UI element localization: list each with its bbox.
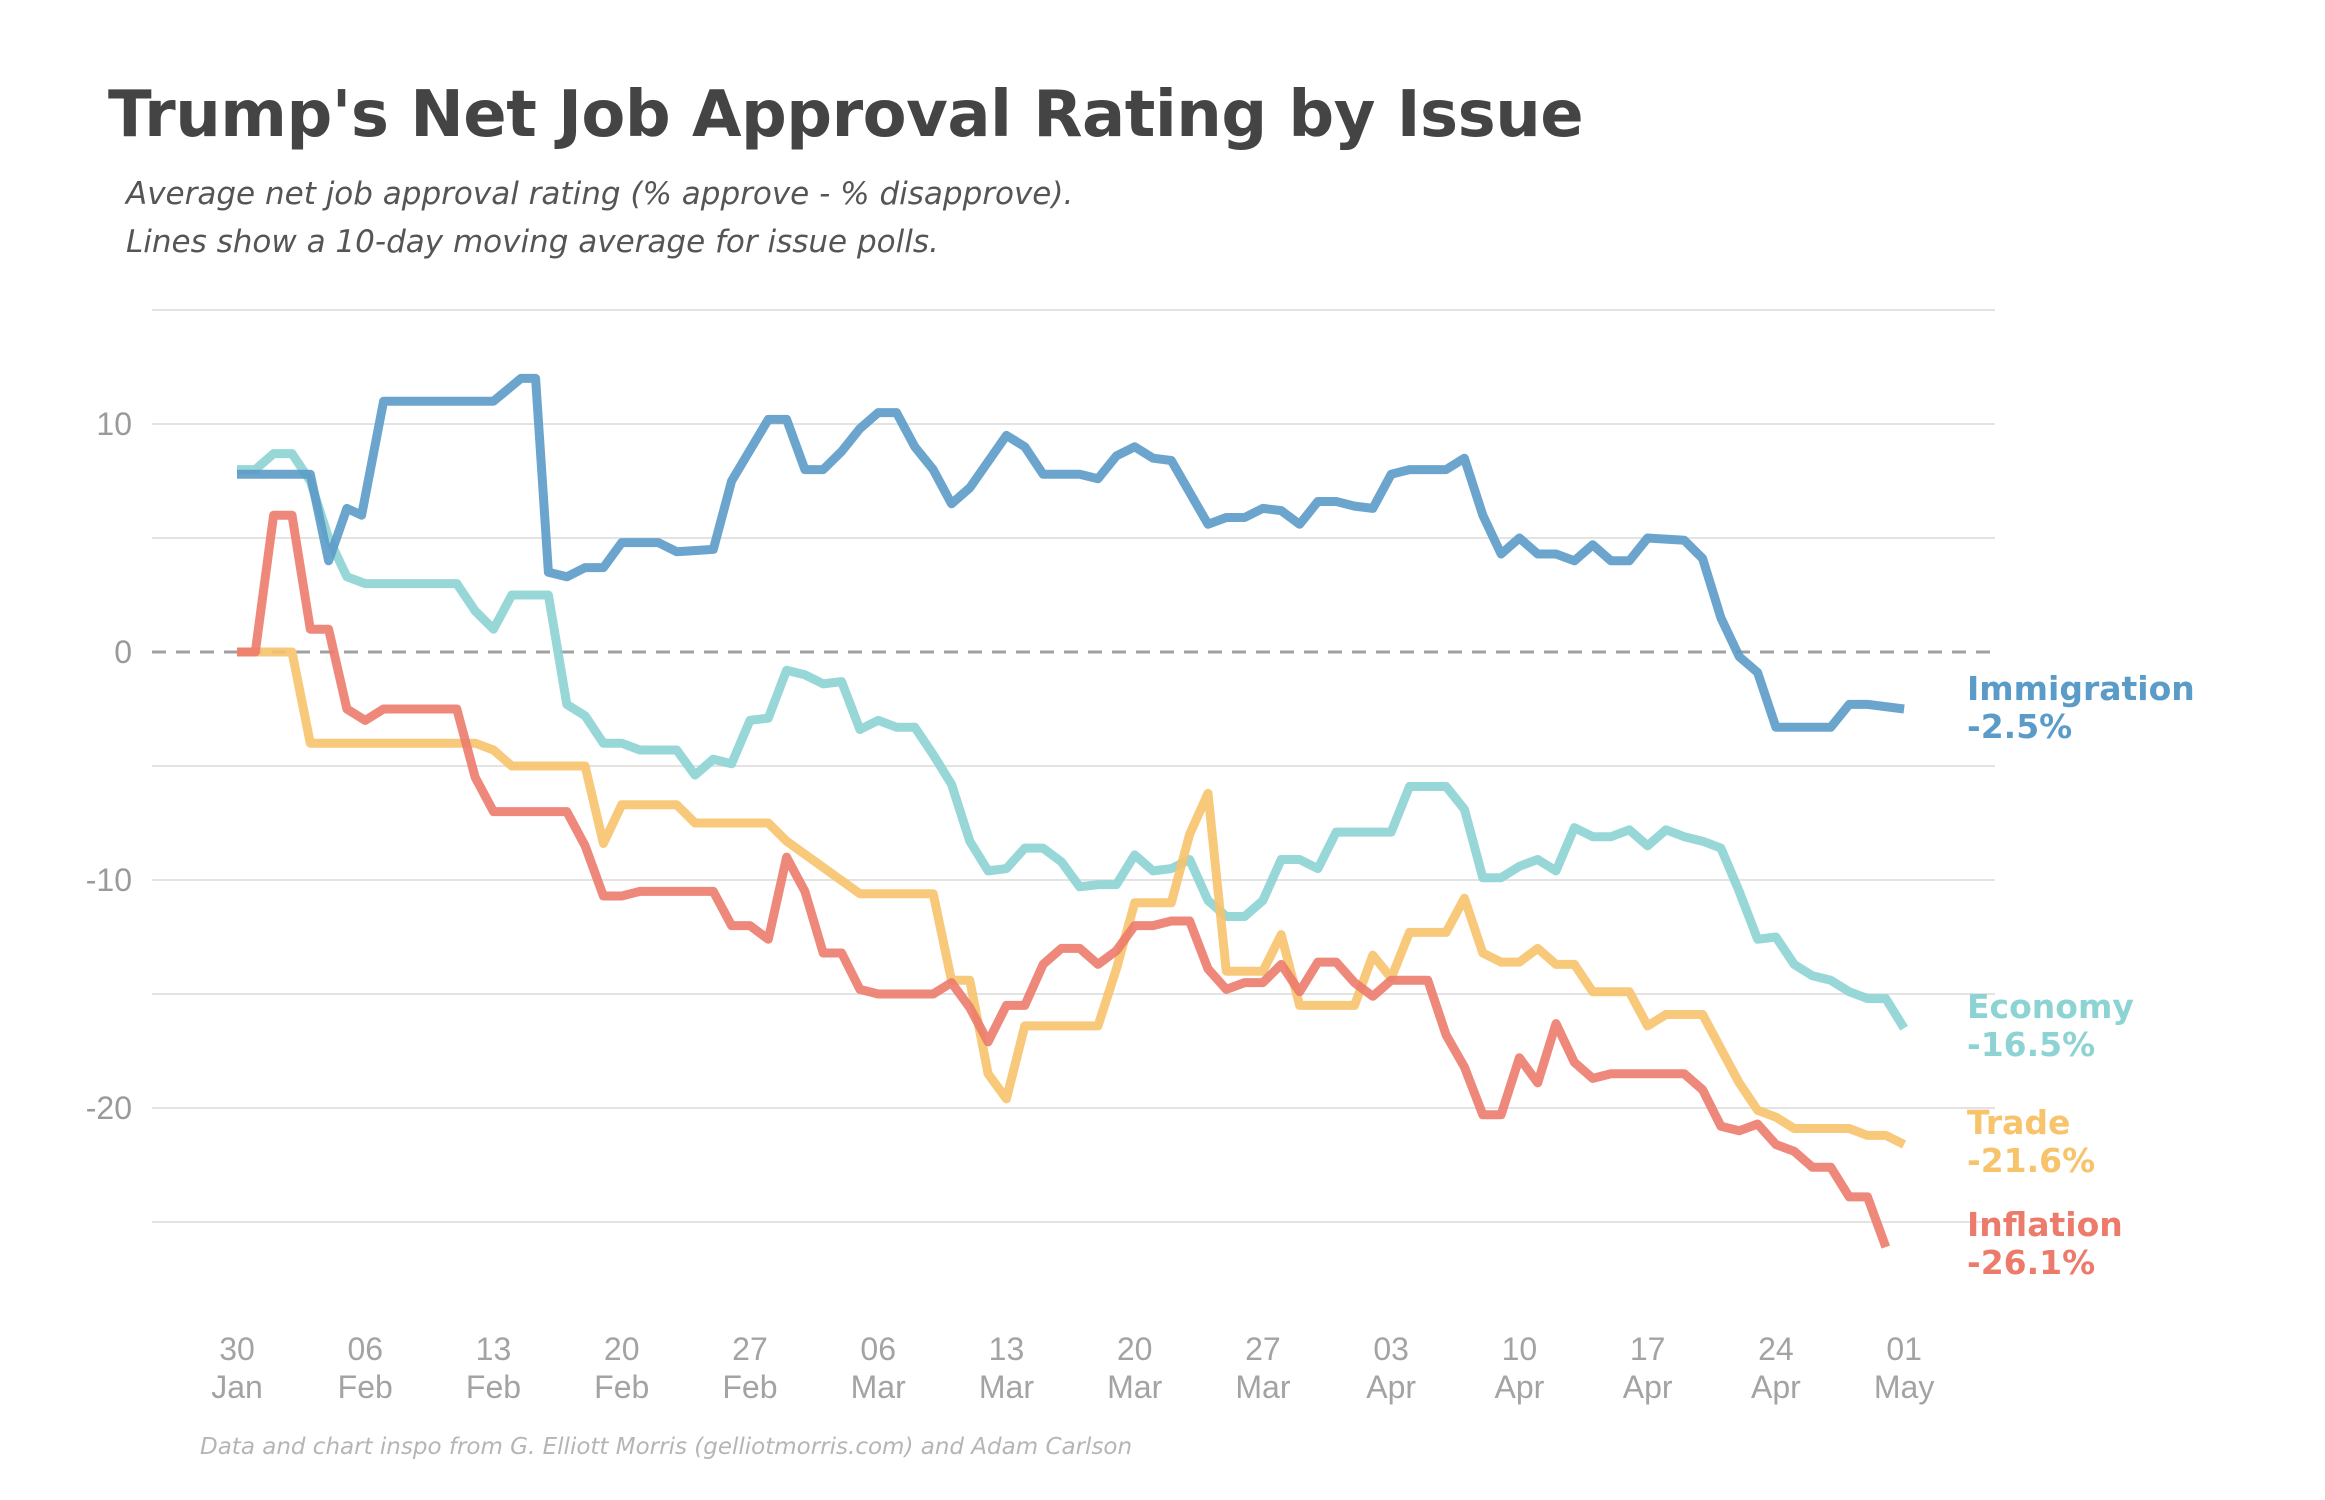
x-tick-month: Apr [1751,1369,1801,1405]
x-tick-day: 24 [1758,1331,1794,1367]
x-tick-month: Feb [594,1369,649,1405]
series-name: Trade [1967,1103,2070,1142]
x-tick-month: Apr [1366,1369,1416,1405]
x-tick-month: Mar [851,1369,906,1405]
series-name: Immigration [1967,669,2195,708]
end-label-inflation: Inflation-26.1% [1967,1205,2123,1282]
x-tick-day: 01 [1886,1331,1922,1367]
gridlines [152,310,1995,1222]
x-tick-day: 27 [732,1331,768,1367]
x-tick-month: Apr [1495,1369,1545,1405]
series-line-immigration [237,378,1904,727]
x-tick-month: Mar [979,1369,1034,1405]
series-lines [237,378,1904,1247]
x-tick-day: 13 [476,1331,512,1367]
end-label-immigration: Immigration-2.5% [1967,669,2195,746]
x-tick-month: Feb [466,1369,521,1405]
y-tick-label: -20 [86,1090,132,1126]
x-tick-day: 10 [1502,1331,1538,1367]
series-end-labels: Immigration-2.5% Economy-16.5% Trade-21.6%… [1967,669,2195,1282]
x-tick-month: Apr [1623,1369,1673,1405]
series-name: Inflation [1967,1205,2123,1244]
x-tick-day: 13 [989,1331,1025,1367]
series-name: Economy [1967,987,2134,1026]
series-value: -16.5% [1967,1025,2095,1064]
y-tick-label: 10 [96,406,132,442]
x-tick-day: 20 [1117,1331,1153,1367]
end-label-trade: Trade-21.6% [1967,1103,2095,1180]
x-tick-month: Mar [1235,1369,1290,1405]
x-tick-month: May [1874,1369,1934,1405]
x-tick-day: 03 [1373,1331,1409,1367]
x-tick-day: 20 [604,1331,640,1367]
source-note: Data and chart inspo from G. Elliott Mor… [200,1434,1132,1460]
x-axis-ticks: 30Jan06Feb13Feb20Feb27Feb06Mar13Mar20Mar… [211,1331,1934,1405]
series-value: -21.6% [1967,1141,2095,1180]
x-tick-month: Feb [338,1369,393,1405]
x-tick-day: 30 [219,1331,255,1367]
series-value: -26.1% [1967,1243,2095,1282]
y-axis-ticks: 10 0 -10 -20 [86,406,132,1126]
y-tick-label: 0 [114,634,132,670]
x-tick-day: 17 [1630,1331,1666,1367]
x-tick-day: 06 [860,1331,896,1367]
x-tick-month: Feb [722,1369,777,1405]
x-tick-month: Mar [1107,1369,1162,1405]
series-value: -2.5% [1967,707,2072,746]
x-tick-day: 27 [1245,1331,1281,1367]
end-label-economy: Economy-16.5% [1967,987,2134,1064]
y-tick-label: -10 [86,862,132,898]
x-tick-day: 06 [347,1331,383,1367]
x-tick-month: Jan [211,1369,263,1405]
